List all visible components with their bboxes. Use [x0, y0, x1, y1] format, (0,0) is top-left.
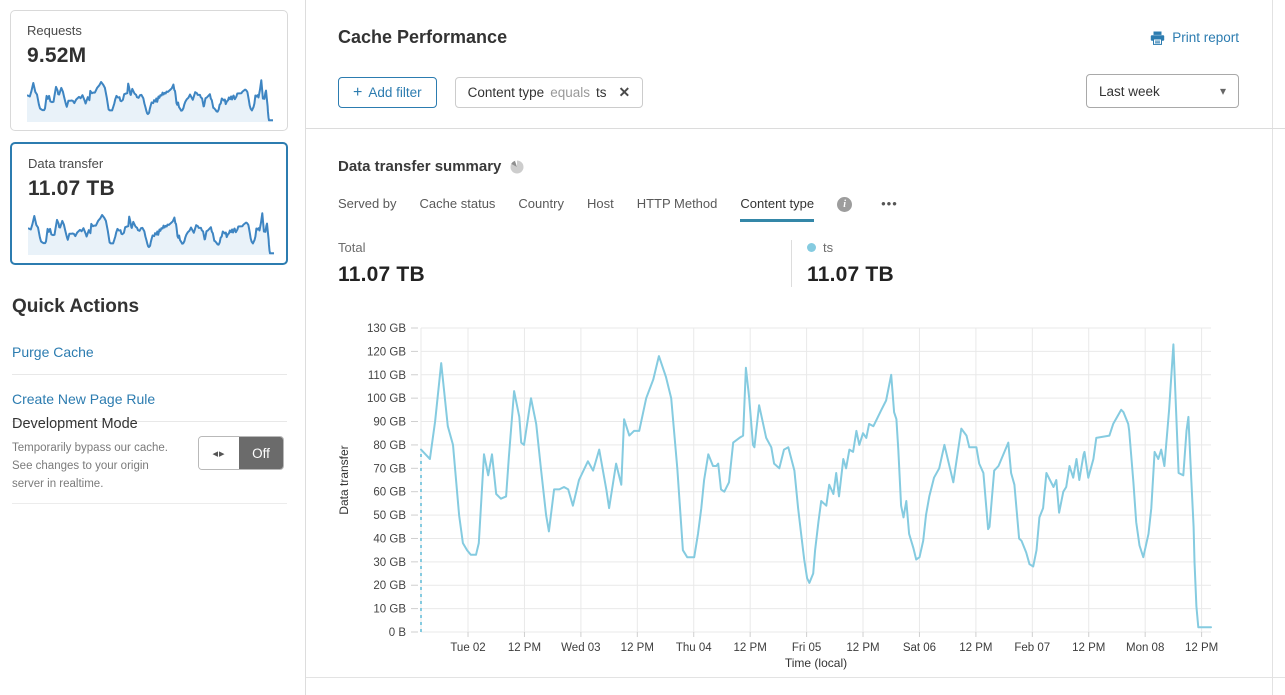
metric-card-value: 9.52M: [27, 44, 87, 67]
pie-chart-icon: [510, 159, 524, 173]
filter-chip-content-type[interactable]: Content type equals ts ✕: [454, 77, 644, 108]
section-bottom-divider: [306, 677, 1285, 678]
svg-text:Fri 05: Fri 05: [792, 642, 821, 654]
resize-arrows-icon: ◂▸: [199, 437, 239, 469]
svg-text:Sat 06: Sat 06: [903, 642, 936, 654]
metric-card-data-transfer[interactable]: Data transfer 11.07 TB: [10, 142, 288, 265]
print-report-button[interactable]: Print report: [1150, 30, 1239, 45]
tab-country[interactable]: Country: [518, 196, 564, 219]
metric-card-value: 11.07 TB: [28, 177, 115, 200]
quick-actions-links: Purge Cache Create New Page Rule: [12, 340, 287, 434]
svg-text:120 GB: 120 GB: [367, 346, 406, 358]
divider: [12, 421, 287, 422]
svg-text:12 PM: 12 PM: [959, 642, 992, 654]
svg-text:12 PM: 12 PM: [621, 642, 654, 654]
quick-actions-heading: Quick Actions: [12, 296, 140, 317]
quick-action-link-purge-cache[interactable]: Purge Cache: [12, 344, 94, 360]
summary-tabs: Served by Cache status Country Host HTTP Met…: [338, 196, 898, 222]
info-icon[interactable]: i: [837, 197, 853, 212]
filter-operator: equals: [550, 85, 590, 100]
filter-row: + Add filter Content type equals ts ✕: [338, 77, 644, 108]
chevron-down-icon: ▾: [1219, 84, 1226, 98]
time-range-value: Last week: [1099, 83, 1160, 99]
development-mode-title: Development Mode: [12, 416, 138, 432]
summary-title-row: Data transfer summary: [338, 158, 524, 175]
development-mode-toggle[interactable]: ◂▸ Off: [198, 436, 284, 470]
sidebar-divider: [12, 503, 287, 504]
data-transfer-sparkline: [28, 212, 274, 255]
svg-text:40 GB: 40 GB: [373, 533, 406, 545]
add-filter-label: Add filter: [368, 85, 422, 100]
svg-text:60 GB: 60 GB: [373, 487, 406, 499]
total-block: Total 11.07 TB: [338, 240, 791, 287]
svg-text:100 GB: 100 GB: [367, 393, 406, 405]
toggle-state-label: Off: [239, 437, 283, 469]
svg-text:Tue 02: Tue 02: [450, 642, 485, 654]
svg-text:130 GB: 130 GB: [367, 323, 406, 335]
totals-divider: [791, 240, 792, 287]
svg-text:12 PM: 12 PM: [846, 642, 879, 654]
tab-content-type[interactable]: Content type: [740, 196, 815, 222]
metric-card-requests[interactable]: Requests 9.52M: [10, 10, 288, 131]
svg-text:Mon 08: Mon 08: [1126, 642, 1164, 654]
series-legend-dot: [807, 243, 816, 252]
metric-card-title: Data transfer: [28, 156, 104, 171]
total-label: Total: [338, 240, 366, 255]
svg-text:30 GB: 30 GB: [373, 557, 406, 569]
plus-icon: +: [353, 83, 363, 101]
svg-text:12 PM: 12 PM: [734, 642, 767, 654]
tab-cache-status[interactable]: Cache status: [420, 196, 496, 219]
development-mode-description: Temporarily bypass our cache. See change…: [12, 442, 168, 490]
svg-text:Time (local): Time (local): [785, 656, 847, 670]
data-transfer-line-chart: 0 B 10 GB 20 GB 30 GB 40 GB 50 GB 60 GB 70 GB 80…: [337, 323, 1218, 670]
page-title: Cache Performance: [338, 27, 508, 47]
metric-card-title: Requests: [27, 23, 82, 38]
svg-text:Feb 07: Feb 07: [1014, 642, 1050, 654]
svg-text:0 B: 0 B: [389, 627, 407, 639]
svg-text:110 GB: 110 GB: [368, 370, 406, 382]
sidebar: Requests 9.52M Data transfer 11.07 TB Qu…: [0, 0, 305, 695]
series-total-block: ts 11.07 TB: [807, 240, 1260, 287]
series-value: 11.07 TB: [807, 263, 894, 286]
add-filter-button[interactable]: + Add filter: [338, 77, 437, 108]
svg-text:12 PM: 12 PM: [1072, 642, 1105, 654]
tab-host[interactable]: Host: [587, 196, 614, 219]
requests-sparkline: [27, 79, 273, 122]
svg-text:Data transfer: Data transfer: [337, 445, 351, 514]
close-icon[interactable]: ✕: [618, 84, 631, 100]
series-label: ts: [823, 240, 834, 255]
svg-text:50 GB: 50 GB: [373, 510, 406, 522]
tab-served-by[interactable]: Served by: [338, 196, 397, 219]
svg-text:90 GB: 90 GB: [373, 417, 406, 429]
time-range-select[interactable]: Last week ▾: [1086, 74, 1239, 108]
print-report-label: Print report: [1172, 30, 1239, 45]
svg-text:20 GB: 20 GB: [373, 580, 406, 592]
printer-icon: [1151, 31, 1165, 45]
svg-text:12 PM: 12 PM: [508, 642, 541, 654]
divider: [12, 374, 287, 375]
filter-value: ts: [595, 85, 607, 100]
quick-action-link-create-new-page-rule[interactable]: Create New Page Rule: [12, 391, 156, 407]
svg-text:10 GB: 10 GB: [373, 604, 406, 616]
more-options-button[interactable]: •••: [881, 196, 898, 211]
content-right-border: [1272, 0, 1273, 695]
main-content: Cache Performance Print report + Add fil…: [305, 0, 1285, 695]
tab-http-method[interactable]: HTTP Method: [637, 196, 718, 219]
development-mode-section: Development Mode Temporarily bypass our …: [12, 416, 287, 493]
svg-text:80 GB: 80 GB: [373, 440, 406, 452]
header-divider: [306, 128, 1285, 129]
svg-text:12 PM: 12 PM: [1185, 642, 1218, 654]
svg-text:Thu 04: Thu 04: [676, 642, 712, 654]
summary-totals: Total 11.07 TB ts 11.07 TB: [338, 240, 1260, 287]
summary-title: Data transfer summary: [338, 158, 502, 175]
filter-field: Content type: [467, 85, 545, 100]
svg-text:Wed 03: Wed 03: [561, 642, 600, 654]
chart-area: 0 B 10 GB 20 GB 30 GB 40 GB 50 GB 60 GB 70 GB 80…: [326, 315, 1221, 683]
svg-text:70 GB: 70 GB: [373, 463, 406, 475]
total-value: 11.07 TB: [338, 263, 425, 286]
